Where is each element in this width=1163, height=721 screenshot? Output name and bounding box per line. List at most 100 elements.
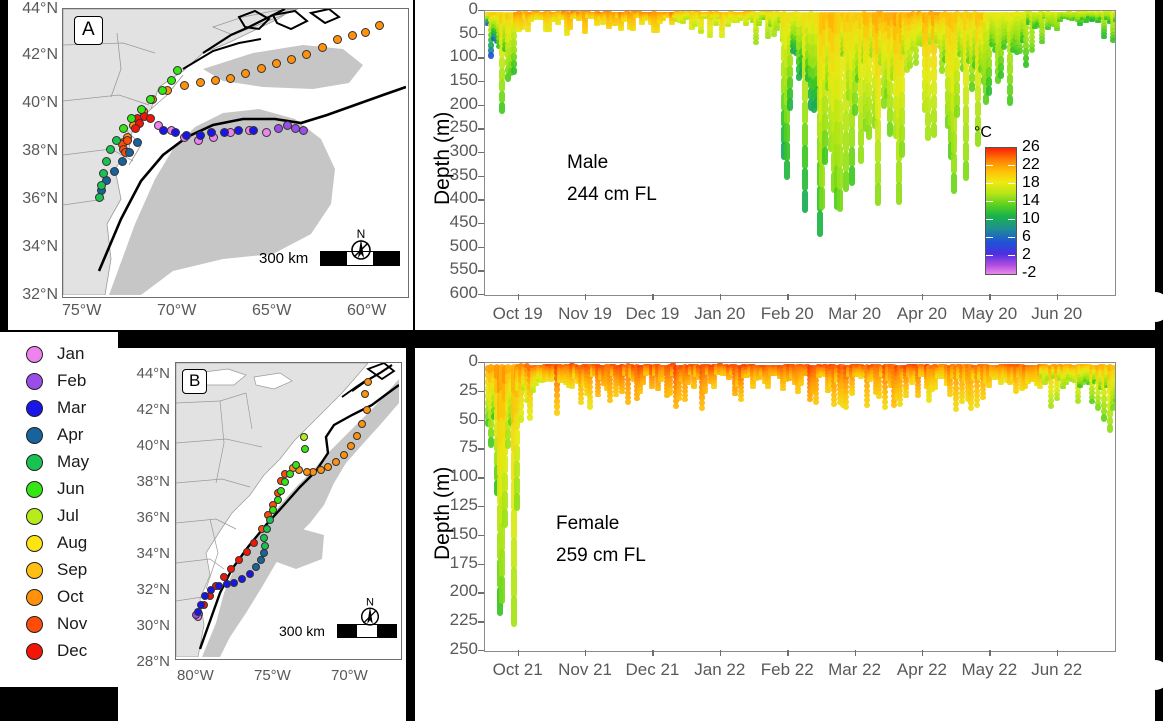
dive-trace — [985, 76, 992, 88]
dive-trace — [555, 22, 562, 26]
legend-item-aug[interactable]: Aug — [26, 533, 87, 553]
dive-trace — [1060, 385, 1067, 390]
dive-trace — [1075, 398, 1082, 404]
female-x-tickmark — [989, 650, 991, 656]
map-a-position-point — [119, 123, 129, 133]
male-y-tickmark — [478, 57, 484, 59]
dive-trace — [1013, 389, 1019, 394]
map-b-scale-label: 300 km — [279, 623, 325, 639]
female-x-tickmark — [517, 650, 520, 656]
legend-item-apr[interactable]: Apr — [26, 425, 83, 445]
dive-trace — [629, 23, 636, 28]
dive-trace — [698, 18, 704, 23]
map-a-lat-tick: 34°N — [22, 238, 58, 255]
legend-item-mar[interactable]: Mar — [26, 398, 86, 418]
dive-trace — [599, 22, 606, 25]
dive-trace — [985, 67, 992, 78]
dive-trace — [953, 93, 960, 107]
map-a-position-point — [102, 157, 112, 167]
map-b-scale-bar — [337, 624, 397, 638]
female-x-tickmark — [854, 650, 856, 656]
dive-trace — [692, 17, 698, 21]
male-x-tick: Oct 19 — [492, 304, 543, 323]
legend-item-dec[interactable]: Dec — [26, 641, 87, 661]
map-b-lat-tick: 30°N — [136, 617, 170, 634]
map-b-position-point — [259, 549, 268, 558]
dive-trace — [997, 63, 1004, 72]
legend-swatch-apr — [26, 426, 43, 444]
dive-trace — [605, 22, 612, 26]
legend-item-oct[interactable]: Oct — [26, 587, 83, 607]
female-x-tick: Dec 21 — [625, 660, 680, 679]
dive-trace — [566, 25, 573, 29]
dive-trace — [513, 445, 520, 463]
dive-trace — [519, 21, 526, 25]
dive-trace — [875, 161, 881, 185]
dive-trace — [488, 52, 494, 59]
dive-trace — [599, 16, 606, 20]
dive-trace — [595, 392, 602, 398]
dive-trace — [1113, 398, 1115, 404]
dive-trace — [533, 382, 540, 386]
legend-item-may[interactable]: May — [26, 452, 89, 472]
dive-trace — [1022, 384, 1028, 389]
dive-trace — [725, 22, 731, 26]
dive-trace — [866, 68, 872, 84]
dive-trace — [848, 165, 855, 187]
map-b-position-point — [230, 578, 239, 587]
dive-trace — [851, 92, 858, 105]
dive-trace — [974, 131, 981, 148]
dive-trace — [857, 79, 864, 98]
dive-trace — [719, 25, 725, 30]
male-y-tick: 50 — [459, 22, 478, 42]
legend-item-sep[interactable]: Sep — [26, 560, 87, 580]
dive-trace — [968, 81, 975, 92]
female-sex-annotation: Female — [556, 513, 620, 534]
dive-trace — [906, 54, 913, 63]
legend-item-jul[interactable]: Jul — [26, 506, 79, 526]
dive-trace — [605, 24, 612, 28]
dive-trace — [566, 17, 573, 21]
dive-trace — [962, 30, 969, 50]
dive-trace — [719, 20, 725, 25]
male-x-tick: Jun 20 — [1031, 304, 1083, 323]
map-a-lat-tick: 36°N — [22, 190, 58, 207]
legend-item-jan[interactable]: Jan — [26, 344, 84, 364]
dive-trace — [806, 397, 813, 403]
dive-trace — [510, 596, 517, 627]
map-b-position-point — [207, 585, 216, 594]
female-x-tick: Jun 22 — [1031, 660, 1083, 679]
dive-trace — [1057, 19, 1064, 22]
dive-trace — [875, 183, 881, 207]
dive-trace — [875, 75, 881, 99]
dive-trace — [944, 37, 951, 52]
dive-trace — [1110, 38, 1115, 44]
dive-trace — [908, 381, 915, 385]
male-y-tickmark — [478, 10, 484, 12]
female-y-tickmark — [478, 506, 484, 508]
dive-trace — [930, 122, 937, 138]
dive-trace — [787, 87, 794, 100]
dive-trace — [962, 160, 969, 181]
dive-trace — [842, 131, 849, 153]
dive-trace — [764, 32, 771, 37]
male-y-tickmark — [478, 199, 484, 201]
dive-trace — [655, 386, 662, 391]
dive-trace — [842, 151, 849, 173]
dive-trace — [752, 25, 759, 31]
dive-trace — [611, 23, 618, 27]
map-b-position-point — [316, 466, 325, 475]
female-y-tickmark — [478, 592, 484, 594]
dive-trace — [698, 30, 704, 35]
legend-item-feb[interactable]: Feb — [26, 371, 86, 391]
legend-item-jun[interactable]: Jun — [26, 479, 84, 499]
dive-trace — [924, 125, 931, 142]
legend-label-feb: Feb — [57, 371, 87, 390]
map-b-position-point — [331, 457, 340, 466]
dive-trace — [1107, 424, 1114, 433]
female-y-tickmark — [478, 390, 484, 393]
dive-trace — [546, 24, 553, 28]
dive-trace — [912, 53, 919, 61]
legend-item-nov[interactable]: Nov — [26, 614, 87, 634]
dive-trace — [797, 382, 804, 386]
